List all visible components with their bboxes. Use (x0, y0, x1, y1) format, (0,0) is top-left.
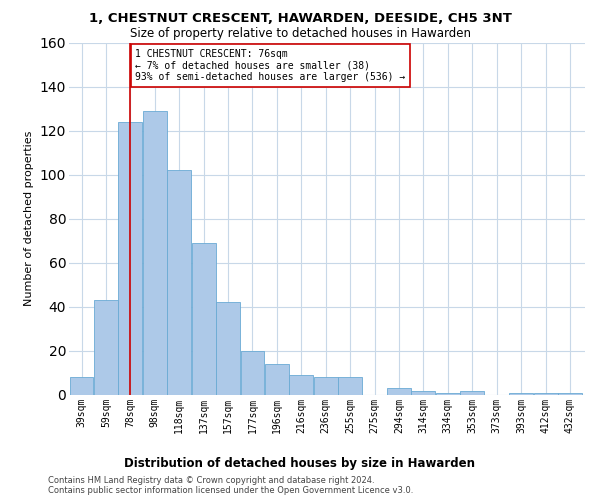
Bar (338, 378, 362, 395)
Bar (70, 378, 94, 395)
Text: Distribution of detached houses by size in Hawarden: Distribution of detached houses by size … (125, 458, 476, 470)
Bar (143, 111, 167, 395)
Bar (94, 300, 118, 395)
Bar (460, 390, 484, 395)
Bar (558, 393, 582, 395)
Y-axis label: Number of detached properties: Number of detached properties (24, 131, 34, 306)
Bar (436, 393, 460, 395)
Text: 1 CHESTNUT CRESCENT: 76sqm
← 7% of detached houses are smaller (38)
93% of semi-: 1 CHESTNUT CRESCENT: 76sqm ← 7% of detac… (136, 49, 406, 82)
Bar (387, 388, 411, 395)
Text: 1, CHESTNUT CRESCENT, HAWARDEN, DEESIDE, CH5 3NT: 1, CHESTNUT CRESCENT, HAWARDEN, DEESIDE,… (89, 12, 511, 26)
Bar (412, 390, 436, 395)
Text: Size of property relative to detached houses in Hawarden: Size of property relative to detached ho… (130, 28, 470, 40)
Bar (265, 364, 289, 395)
Text: Contains public sector information licensed under the Open Government Licence v3: Contains public sector information licen… (48, 486, 413, 495)
Text: Contains HM Land Registry data © Crown copyright and database right 2024.: Contains HM Land Registry data © Crown c… (48, 476, 374, 485)
Bar (167, 170, 191, 395)
Bar (533, 393, 557, 395)
Bar (216, 302, 240, 395)
Bar (241, 351, 265, 395)
Bar (289, 375, 313, 395)
Bar (191, 243, 215, 395)
Bar (509, 393, 533, 395)
Bar (314, 378, 338, 395)
Bar (118, 122, 142, 395)
